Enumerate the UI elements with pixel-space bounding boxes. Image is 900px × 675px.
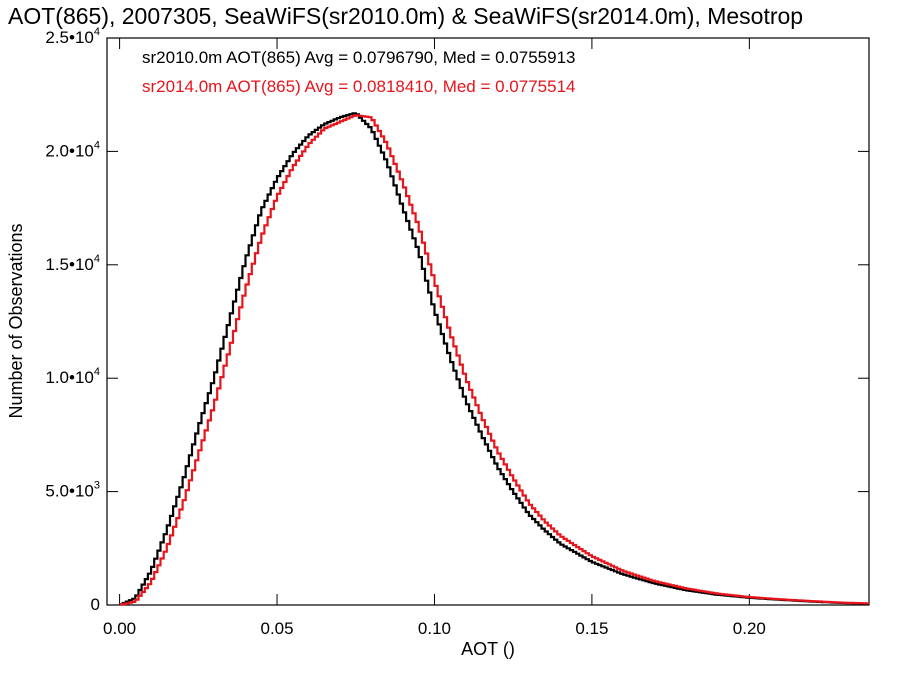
- series-line-0: [119, 112, 869, 606]
- x-tick-label: 0.15: [575, 619, 608, 638]
- y-tick-label: 2.0•104: [45, 139, 100, 160]
- chart-title: AOT(865), 2007305, SeaWiFS(sr2010.0m) & …: [8, 3, 803, 29]
- x-tick-label: 0.05: [260, 619, 293, 638]
- y-tick-exponent: 3: [94, 480, 100, 492]
- y-tick-exponent: 4: [94, 366, 100, 378]
- y-tick-mantissa: 5.0•10: [45, 482, 94, 501]
- y-tick-mantissa: 1.5•10: [45, 255, 94, 274]
- y-tick-mantissa: 1.0•10: [45, 368, 94, 387]
- x-tick-labels: 0.00 0.05 0.10 0.15 0.20: [103, 619, 766, 638]
- y-tick-mantissa: 2.5•10: [45, 28, 94, 47]
- axis-ticks: [107, 37, 869, 606]
- y-tick-label: 1.5•104: [45, 253, 100, 274]
- plot-frame: [106, 37, 870, 606]
- y-tick-label: 2.5•104: [45, 26, 100, 47]
- y-tick-exponent: 4: [94, 253, 100, 265]
- series-line-1: [119, 114, 869, 606]
- legend-entry-sr2014: sr2014.0m AOT(865) Avg = 0.0818410, Med …: [142, 77, 576, 96]
- x-tick-label: 0.00: [103, 619, 136, 638]
- x-tick-label: 0.20: [733, 619, 766, 638]
- legend-entry-sr2010: sr2010.0m AOT(865) Avg = 0.0796790, Med …: [142, 48, 576, 67]
- x-axis-label: AOT (): [461, 639, 515, 659]
- y-tick-mantissa: 0: [91, 595, 100, 614]
- y-tick-exponent: 4: [94, 139, 100, 151]
- x-tick-label: 0.10: [418, 619, 451, 638]
- y-tick-mantissa: 2.0•10: [45, 141, 94, 160]
- y-axis-label: Number of Observations: [6, 223, 26, 418]
- y-tick-label: 1.0•104: [45, 366, 100, 387]
- y-tick-label: 5.0•103: [45, 480, 100, 501]
- y-tick-label: 0: [91, 595, 100, 614]
- series-lines: [119, 112, 869, 606]
- y-tick-exponent: 4: [94, 26, 100, 38]
